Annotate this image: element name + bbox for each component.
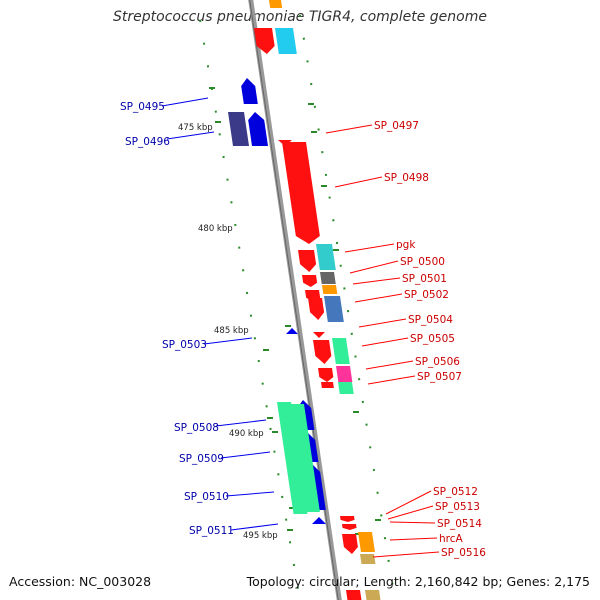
gene-label-sp_0495[interactable]: SP_0495 [120, 97, 209, 113]
gene-label-text: SP_0509 [179, 453, 224, 465]
gene-labels: SP_0495 SP_0496 SP_0503 SP_0508 SP_0509 SP_05… [120, 97, 486, 559]
gene-feature[interactable] [318, 368, 334, 382]
gene-label-sp_0510[interactable]: SP_0510 [184, 491, 275, 503]
gene-label-sp_0511[interactable]: SP_0511 [189, 523, 279, 537]
gene-label-sp_0513[interactable]: SP_0513 [387, 501, 480, 520]
gene-feature[interactable] [332, 338, 350, 364]
gene-label-text: SP_0516 [441, 547, 486, 559]
gene-feature[interactable] [338, 382, 354, 394]
gene-label-sp_0500[interactable]: SP_0500 [349, 256, 445, 274]
gene-label-sp_0506[interactable]: SP_0506 [365, 356, 460, 370]
gene-label-sp_0505[interactable]: SP_0505 [361, 333, 455, 347]
gene-label-text: SP_0514 [437, 518, 482, 530]
forward-marker [313, 332, 325, 338]
gene-feature[interactable] [336, 366, 353, 382]
gene-feature[interactable] [320, 272, 336, 284]
gene-label-sp_0509[interactable]: SP_0509 [179, 451, 271, 465]
gene-label-text: SP_0496 [125, 136, 170, 148]
gene-feature[interactable] [228, 112, 250, 146]
gene-feature[interactable] [269, 0, 283, 8]
gene-label-sp_0508[interactable]: SP_0508 [174, 419, 267, 434]
gene-feature[interactable] [277, 402, 308, 514]
gene-label-sp_0504[interactable]: SP_0504 [358, 314, 453, 328]
gene-feature[interactable] [290, 404, 320, 512]
gene-label-sp_0502[interactable]: SP_0502 [354, 289, 449, 303]
gene-label-text: SP_0512 [433, 486, 478, 498]
gene-feature[interactable] [313, 340, 332, 364]
gene-feature[interactable] [282, 142, 320, 244]
gene-label-sp_0503[interactable]: SP_0503 [162, 337, 253, 351]
gene-label-hrca[interactable]: hrcA [389, 533, 464, 545]
gene-label-sp_0501[interactable]: SP_0501 [352, 273, 447, 285]
kbp-label: 490 kbp [229, 429, 264, 439]
gene-label-sp_0507[interactable]: SP_0507 [367, 371, 462, 385]
gene-label-sp_0514[interactable]: SP_0514 [389, 518, 482, 530]
gene-feature[interactable] [254, 28, 275, 54]
topology-text: Topology: circular; Length: 2,160,842 bp… [246, 574, 590, 589]
gene-label-text: pgk [396, 239, 416, 251]
gene-label-text: SP_0506 [415, 356, 460, 368]
gene-features [228, 0, 381, 600]
gene-feature[interactable] [340, 516, 355, 522]
gene-label-text: SP_0504 [408, 314, 453, 326]
kbp-label: 475 kbp [178, 123, 213, 133]
gene-label-sp_0498[interactable]: SP_0498 [334, 172, 429, 188]
gene-feature[interactable] [241, 78, 258, 104]
gene-feature[interactable] [360, 554, 376, 564]
accession-text: Accession: NC_003028 [9, 574, 152, 589]
kbp-label: 480 kbp [198, 224, 233, 234]
gene-label-text: SP_0502 [404, 289, 449, 301]
gene-feature[interactable] [321, 382, 334, 388]
gene-label-sp_0512[interactable]: SP_0512 [385, 486, 478, 515]
reverse-marker [312, 517, 326, 524]
gene-feature[interactable] [342, 534, 358, 554]
reverse-marker [286, 328, 298, 334]
gene-label-text: SP_0510 [184, 491, 229, 503]
gene-label-sp_0516[interactable]: SP_0516 [372, 547, 486, 559]
kbp-label: 495 kbp [243, 531, 278, 541]
genome-backbone [248, 0, 342, 600]
gene-feature[interactable] [346, 590, 362, 600]
scale-ticks [209, 87, 381, 535]
gene-feature[interactable] [358, 532, 375, 552]
kbp-labels: 475 kbp 480 kbp 485 kbp 490 kbp 495 kbp [178, 123, 278, 541]
gene-feature[interactable] [365, 590, 381, 600]
dotted-guide-0 [199, 19, 301, 600]
gene-label-text: SP_0500 [400, 256, 445, 268]
gene-feature[interactable] [248, 112, 269, 146]
gene-feature[interactable] [308, 298, 325, 320]
gene-label-text: SP_0511 [189, 525, 234, 537]
gene-feature[interactable] [298, 250, 317, 272]
gene-label-text: SP_0497 [374, 120, 419, 132]
gene-label-pgk[interactable]: pgk [344, 239, 416, 253]
gene-label-text: hrcA [439, 533, 464, 545]
gene-feature[interactable] [322, 285, 338, 294]
gene-label-text: SP_0503 [162, 339, 207, 351]
gene-label-text: SP_0508 [174, 422, 219, 434]
gene-label-text: SP_0495 [120, 101, 165, 113]
gene-label-sp_0497[interactable]: SP_0497 [325, 120, 419, 134]
gene-feature[interactable] [342, 524, 357, 530]
gene-feature[interactable] [275, 28, 297, 54]
gene-feature[interactable] [324, 296, 344, 322]
gene-label-text: SP_0507 [417, 371, 462, 383]
kbp-label: 485 kbp [214, 326, 249, 336]
gene-label-sp_0496[interactable]: SP_0496 [125, 131, 215, 148]
forward-marker [278, 140, 292, 146]
gene-label-text: SP_0513 [435, 501, 480, 513]
gene-feature[interactable] [302, 275, 318, 287]
gene-label-text: SP_0498 [384, 172, 429, 184]
gene-label-text: SP_0505 [410, 333, 455, 345]
gene-feature[interactable] [316, 244, 336, 270]
gene-label-text: SP_0501 [402, 273, 447, 285]
